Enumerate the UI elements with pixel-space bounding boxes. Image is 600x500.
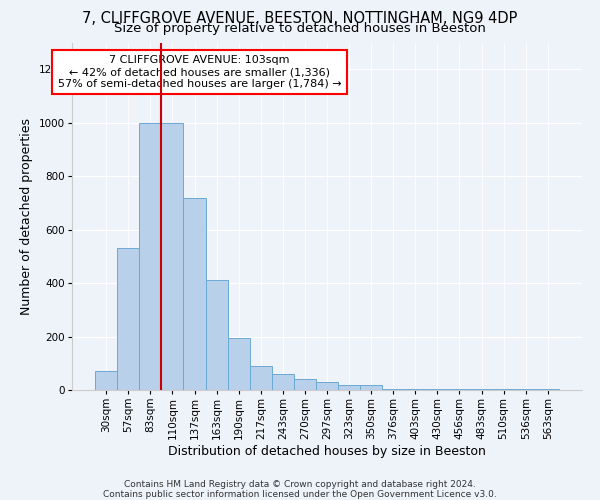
Bar (272, 374, 294, 390)
Bar (404, 388, 427, 390)
Bar (161, 122, 184, 390)
Bar (427, 388, 448, 390)
X-axis label: Distribution of detached houses by size in Beeston: Distribution of detached houses by size … (168, 444, 486, 458)
Bar (537, 388, 559, 390)
Text: Contains HM Land Registry data © Crown copyright and database right 2024.
Contai: Contains HM Land Registry data © Crown c… (103, 480, 497, 499)
Bar (470, 388, 493, 390)
Bar (338, 384, 360, 390)
Text: Size of property relative to detached houses in Beeston: Size of property relative to detached ho… (114, 22, 486, 35)
Bar (316, 382, 338, 390)
Bar (250, 366, 272, 390)
Bar (227, 338, 250, 390)
Bar (184, 198, 206, 390)
Bar (117, 248, 139, 390)
Bar (515, 388, 537, 390)
Bar (493, 388, 515, 390)
Bar (206, 280, 227, 390)
Bar (95, 372, 117, 390)
Bar (294, 380, 316, 390)
Bar (360, 384, 382, 390)
Text: 7 CLIFFGROVE AVENUE: 103sqm
← 42% of detached houses are smaller (1,336)
57% of : 7 CLIFFGROVE AVENUE: 103sqm ← 42% of det… (58, 56, 341, 88)
Bar (382, 388, 404, 390)
Y-axis label: Number of detached properties: Number of detached properties (20, 118, 33, 315)
Text: 7, CLIFFGROVE AVENUE, BEESTON, NOTTINGHAM, NG9 4DP: 7, CLIFFGROVE AVENUE, BEESTON, NOTTINGHA… (82, 11, 518, 26)
Bar (139, 122, 161, 390)
Bar (448, 388, 470, 390)
